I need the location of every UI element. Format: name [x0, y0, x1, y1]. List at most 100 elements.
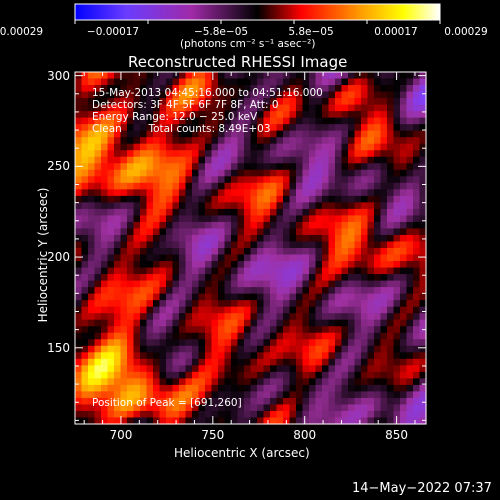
- heatmap-cell: [166, 98, 174, 106]
- heatmap-cell: [133, 300, 141, 308]
- heatmap-cell: [218, 261, 226, 269]
- heatmap-cell: [341, 221, 349, 230]
- heatmap-cell: [270, 287, 278, 295]
- heatmap-cell: [81, 280, 89, 288]
- heatmap-cell: [257, 234, 265, 243]
- heatmap-cell: [393, 365, 401, 373]
- heatmap-cell: [413, 319, 421, 327]
- heatmap-cell: [107, 417, 115, 425]
- heatmap-cell: [348, 306, 356, 314]
- heatmap-cell: [419, 371, 427, 379]
- heatmap-cell: [127, 378, 135, 386]
- heatmap-cell: [419, 195, 427, 203]
- heatmap-cell: [146, 182, 154, 190]
- x-tick-label: 850: [385, 428, 409, 442]
- heatmap-cell: [380, 124, 388, 132]
- heatmap-cell: [257, 98, 265, 106]
- heatmap-cell: [387, 313, 395, 321]
- heatmap-cell: [367, 169, 375, 177]
- heatmap-cell: [283, 176, 291, 184]
- heatmap-cell: [114, 215, 122, 223]
- heatmap-cell: [192, 293, 200, 301]
- heatmap-cell: [380, 267, 388, 275]
- heatmap-cell: [172, 391, 180, 399]
- heatmap-cell: [237, 228, 245, 236]
- heatmap-cell: [153, 111, 161, 119]
- heatmap-cell: [211, 241, 219, 249]
- heatmap-cell: [348, 267, 356, 275]
- footer-timestamp: 14−May−2022 07:37: [352, 481, 492, 496]
- heatmap-cell: [250, 91, 258, 99]
- heatmap-cell: [367, 391, 375, 399]
- heatmap-cell: [166, 391, 174, 399]
- heatmap-cell: [185, 150, 193, 158]
- heatmap-cell: [81, 137, 89, 145]
- heatmap-cell: [166, 358, 174, 366]
- heatmap-cell: [127, 391, 135, 399]
- heatmap-cell: [88, 182, 96, 190]
- heatmap-cell: [107, 182, 115, 190]
- heatmap-cell: [413, 104, 421, 112]
- heatmap-cell: [257, 215, 265, 223]
- heatmap-cell: [270, 91, 278, 99]
- heatmap-cell: [400, 98, 408, 106]
- heatmap-cell: [205, 254, 213, 262]
- heatmap-cell: [354, 91, 362, 99]
- heatmap-cell: [335, 293, 343, 301]
- heatmap-cell: [244, 326, 252, 334]
- heatmap-cell: [179, 326, 187, 334]
- heatmap-cell: [127, 98, 135, 106]
- heatmap-cell: [289, 261, 297, 269]
- heatmap-cell: [302, 228, 310, 236]
- heatmap-cell: [185, 319, 193, 327]
- heatmap-cell: [354, 274, 362, 282]
- heatmap-cell: [120, 248, 128, 256]
- heatmap-cell: [387, 248, 395, 256]
- heatmap-cell: [81, 176, 89, 184]
- heatmap-cell: [172, 241, 180, 249]
- heatmap-cell: [140, 384, 148, 393]
- heatmap-cell: [367, 202, 375, 210]
- heatmap-cell: [419, 182, 427, 190]
- heatmap-cell: [367, 293, 375, 301]
- heatmap-cell: [107, 397, 115, 406]
- heatmap-cell: [88, 78, 96, 86]
- colorbar-tick-label: 5.8e−05: [288, 26, 334, 38]
- heatmap-cell: [146, 384, 154, 393]
- heatmap-cell: [146, 169, 154, 177]
- heatmap-cell: [380, 143, 388, 151]
- heatmap-cell: [94, 150, 102, 158]
- heatmap-cell: [237, 332, 245, 340]
- heatmap-cell: [114, 78, 122, 86]
- heatmap-cell: [101, 85, 109, 93]
- heatmap-cell: [283, 117, 291, 125]
- heatmap-cell: [387, 221, 395, 230]
- heatmap-cell: [244, 195, 252, 203]
- heatmap-cell: [146, 391, 154, 399]
- heatmap-cell: [114, 228, 122, 236]
- heatmap-cell: [283, 267, 291, 275]
- heatmap-cell: [341, 365, 349, 373]
- heatmap-cell: [224, 111, 232, 119]
- heatmap-cell: [270, 339, 278, 347]
- heatmap-cell: [205, 280, 213, 288]
- heatmap-cell: [81, 287, 89, 295]
- heatmap-cell: [153, 156, 161, 164]
- heatmap-cell: [263, 313, 271, 321]
- heatmap-cell: [166, 378, 174, 386]
- heatmap-cell: [153, 91, 161, 99]
- heatmap-cell: [289, 189, 297, 197]
- heatmap-cell: [335, 274, 343, 282]
- heatmap-cell: [218, 156, 226, 164]
- heatmap-cell: [185, 234, 193, 243]
- heatmap-cell: [166, 215, 174, 223]
- heatmap-cell: [146, 267, 154, 275]
- heatmap-cell: [289, 397, 297, 406]
- heatmap-cell: [127, 137, 135, 145]
- heatmap-cell: [250, 352, 258, 360]
- heatmap-cell: [328, 234, 336, 243]
- heatmap-cell: [237, 202, 245, 210]
- heatmap-cell: [393, 287, 401, 295]
- heatmap-cell: [302, 384, 310, 393]
- heatmap-cell: [94, 124, 102, 132]
